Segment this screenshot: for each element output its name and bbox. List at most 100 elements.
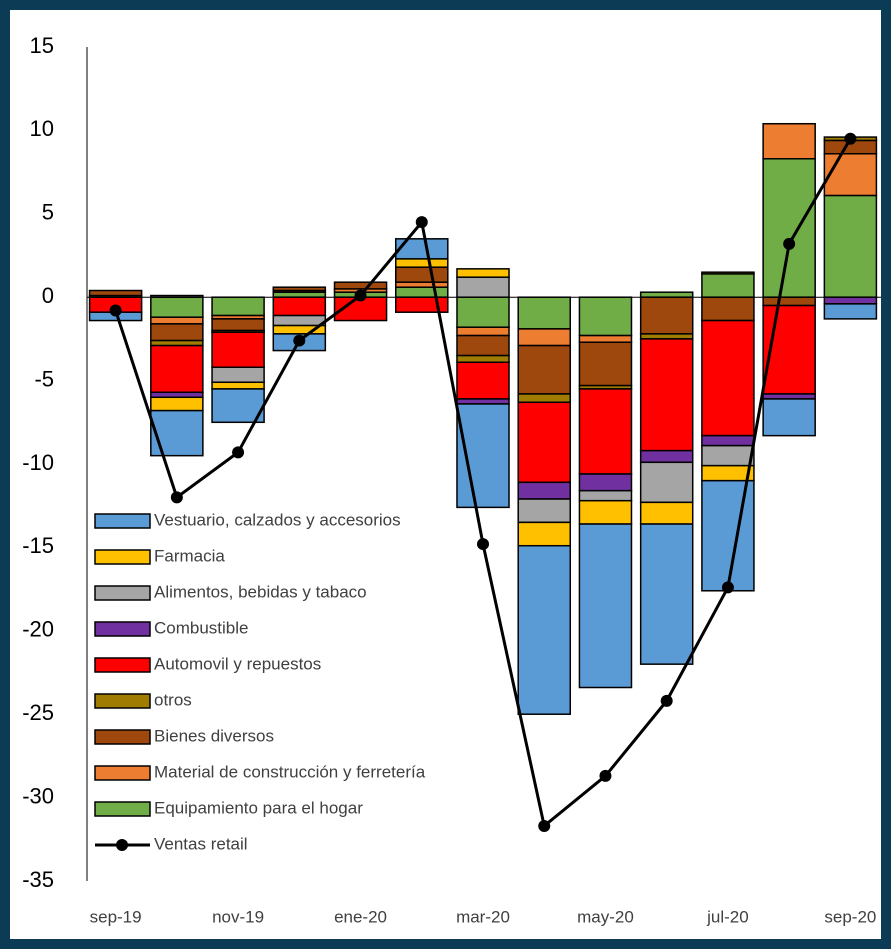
legend-swatch [94,513,151,529]
bar-segment [394,258,449,268]
bar-segment [517,521,572,547]
bar-segment [701,319,755,437]
y-tick-label: -30 [22,783,54,808]
line-marker [721,581,734,594]
bar-segment [272,314,327,327]
bar-segment [701,273,755,298]
legend-label: Alimentos, bebidas y tabaco [154,582,367,601]
bar-segment [150,339,204,347]
x-tick-label: may-20 [577,907,634,926]
bar-segment [578,523,633,689]
line-marker [599,769,612,782]
line-marker [783,237,796,250]
bar-segment [823,296,878,305]
bar-segment [88,289,143,297]
bar-segment [762,304,816,395]
bar-segment [701,479,755,592]
bar-segment [333,281,388,290]
line-marker [538,819,551,832]
bar-segment [211,331,265,369]
bar-segment [211,318,265,332]
bar-segment [456,334,510,357]
bar-segment [150,409,204,457]
bar-segment [150,391,204,399]
bar-segment [578,473,633,492]
bar-segment [456,296,510,328]
line-marker [170,491,183,504]
bar-segment [639,291,694,298]
bar-segment [517,393,572,404]
legend-swatch [94,621,151,637]
bar-segment [394,238,449,260]
bar-segment [578,499,633,525]
bar-segment [150,396,204,412]
bar-segment [762,296,816,307]
bar-segment [823,153,878,197]
legend-label: Bienes diversos [154,726,274,745]
line-marker [415,216,428,229]
bar-segment [701,296,755,322]
bar-segment [639,449,694,464]
x-tick-label: ene-20 [334,907,387,926]
bar-segment [701,444,755,467]
x-tick-label: sep-19 [90,907,142,926]
bar-segment [639,523,694,665]
y-tick-label: -10 [22,450,54,475]
y-tick-label: 0 [42,283,54,308]
bar-segment [578,388,633,475]
line-marker [477,538,489,551]
bar-segment [823,303,878,320]
x-tick-label: sep-20 [824,907,876,926]
bar-segment [578,341,633,387]
legend-label: Material de construcción y ferretería [154,762,426,781]
bar-segment [211,388,265,424]
bar-segment [517,344,572,395]
line-marker [232,446,245,459]
bar-segment [394,281,449,288]
y-tick-label: -25 [22,700,54,725]
bar-segment [517,296,572,330]
x-tick-label: jul-20 [706,907,749,926]
bar-segment [211,366,265,384]
legend-swatch [94,549,151,565]
bar-segment [701,271,755,275]
bar-segment [578,296,633,337]
bar-segment [762,398,816,437]
bar-segment [272,291,327,298]
legend-swatch [94,585,151,601]
bar-segment [394,286,449,298]
legend-label: Farmacia [154,546,225,565]
bar-segment [639,333,694,340]
bar-segment [150,296,204,318]
legend-label: Ventas retail [154,834,248,853]
legend-swatch [94,729,151,745]
y-tick-label: -5 [34,366,54,391]
y-tick-label: -15 [22,533,54,558]
line-marker [293,334,306,347]
line-marker [660,694,673,707]
y-tick-label: -35 [22,867,54,892]
y-tick-label: 10 [30,116,54,141]
bar-segment [823,194,878,298]
bar-segment [394,266,449,283]
bar-segment [456,268,510,278]
legend-swatch [94,657,151,673]
bar-segment [272,296,327,317]
bar-segment [639,296,694,335]
bar-segment [517,328,572,347]
legend-label: Combustible [154,618,249,637]
bar-segment [517,544,572,715]
bar-segment [272,286,327,292]
legend-swatch [94,765,151,781]
bar-segment [639,338,694,452]
legend-label: Vestuario, calzados y accesorios [154,510,401,529]
legend-label: Automovil y repuestos [154,654,321,673]
bar-segment [150,316,204,325]
bar-segment [211,296,265,317]
y-tick-label: 15 [30,33,54,58]
bar-segment [517,401,572,484]
bar-segment [456,361,510,400]
legend-swatch [116,839,128,851]
